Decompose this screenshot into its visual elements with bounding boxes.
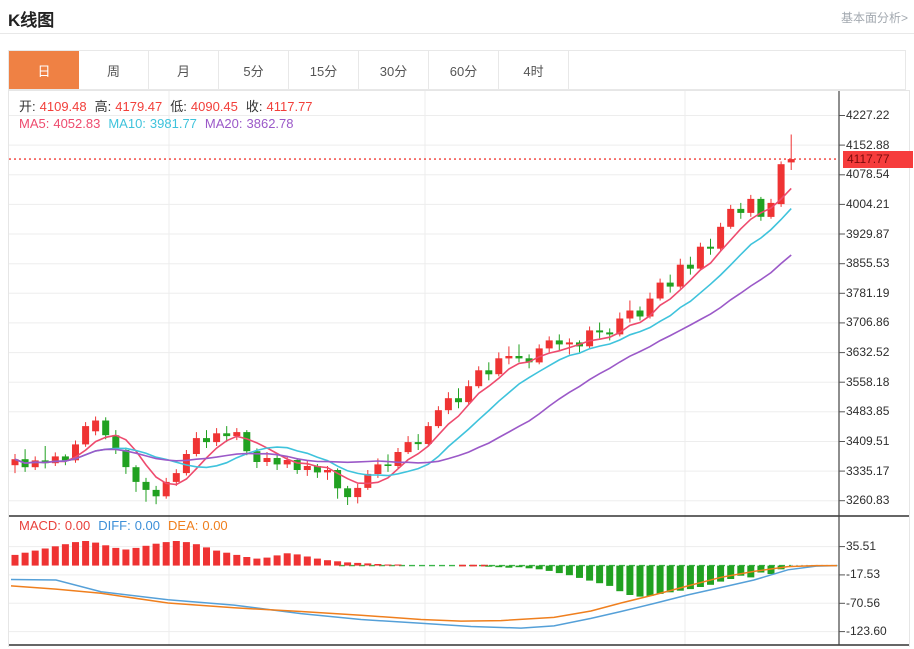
- price-tick-label: 3855.53: [846, 256, 890, 271]
- tab-60min[interactable]: 60分: [429, 51, 499, 89]
- tab-30min[interactable]: 30分: [359, 51, 429, 89]
- close-value: 收: 4117.77: [245, 99, 313, 114]
- dea-value: DEA: 0.00: [168, 518, 228, 533]
- ohlc-info-row: 开: 4109.48 高: 4179.47 低: 4090.45 收: 4117.77: [19, 96, 321, 115]
- price-tick-label: 4004.21: [846, 196, 890, 211]
- macd-tick-label: -70.56: [846, 595, 881, 610]
- page-title: K线图: [8, 11, 55, 30]
- price-tick-label: 4078.54: [846, 167, 890, 182]
- price-tick-label: 3558.18: [846, 374, 890, 389]
- price-tick-label: 3483.85: [846, 404, 890, 419]
- price-tick-label: 3632.52: [846, 345, 890, 360]
- low-value: 低: 4090.45: [170, 99, 238, 114]
- tab-month[interactable]: 月: [149, 51, 219, 89]
- price-tick-label: 3335.17: [846, 463, 890, 478]
- kline-chart-canvas[interactable]: [9, 90, 909, 647]
- tab-15min[interactable]: 15分: [289, 51, 359, 89]
- fundamental-analysis-link[interactable]: 基本面分析>: [840, 11, 908, 25]
- period-tabbar: 日周月 5分 15分 30分 60分 4时: [8, 50, 906, 90]
- macd-info-row: MACD: 0.00 DIFF: 0.00 DEA: 0.00: [19, 518, 236, 533]
- high-value: 高: 4179.47: [94, 99, 163, 114]
- ma5-value: MA5: 4052.83: [19, 116, 101, 131]
- macd-tick-label: -17.53: [846, 567, 881, 582]
- tab-week[interactable]: 周: [79, 51, 149, 89]
- current-price-badge: 4117.77: [843, 150, 913, 168]
- macd-tick-label: 35.51: [846, 539, 877, 554]
- price-tick-label: 3260.83: [846, 493, 890, 508]
- price-tick-label: 3929.87: [846, 226, 890, 241]
- price-tick-label: 3706.86: [846, 315, 890, 330]
- macd-value: MACD: 0.00: [19, 518, 91, 533]
- ma20-value: MA20: 3862.78: [204, 116, 294, 131]
- ma-info-row: MA5: 4052.83 MA10: 3981.77 MA20: 3862.78: [19, 116, 302, 131]
- price-tick-label: 3781.19: [846, 285, 890, 300]
- price-tick-label: 4152.88: [846, 137, 890, 152]
- macd-tick-label: -123.60: [846, 624, 887, 639]
- ma10-value: MA10: 3981.77: [108, 116, 197, 131]
- tab-5min[interactable]: 5分: [219, 51, 289, 89]
- diff-value: DIFF: 0.00: [98, 518, 161, 533]
- price-tick-label: 3409.51: [846, 433, 890, 448]
- tab-day[interactable]: 日: [9, 51, 79, 89]
- open-value: 开: 4109.48: [19, 99, 87, 114]
- price-tick-label: 4227.22: [846, 108, 890, 122]
- tabbar-filler: [569, 51, 905, 89]
- chart-container: 开: 4109.48 高: 4179.47 低: 4090.45 收: 4117.77 MA5…: [8, 90, 913, 647]
- tab-4hour[interactable]: 4时: [499, 51, 569, 89]
- page-header: K线图 基本面分析>: [0, 0, 914, 34]
